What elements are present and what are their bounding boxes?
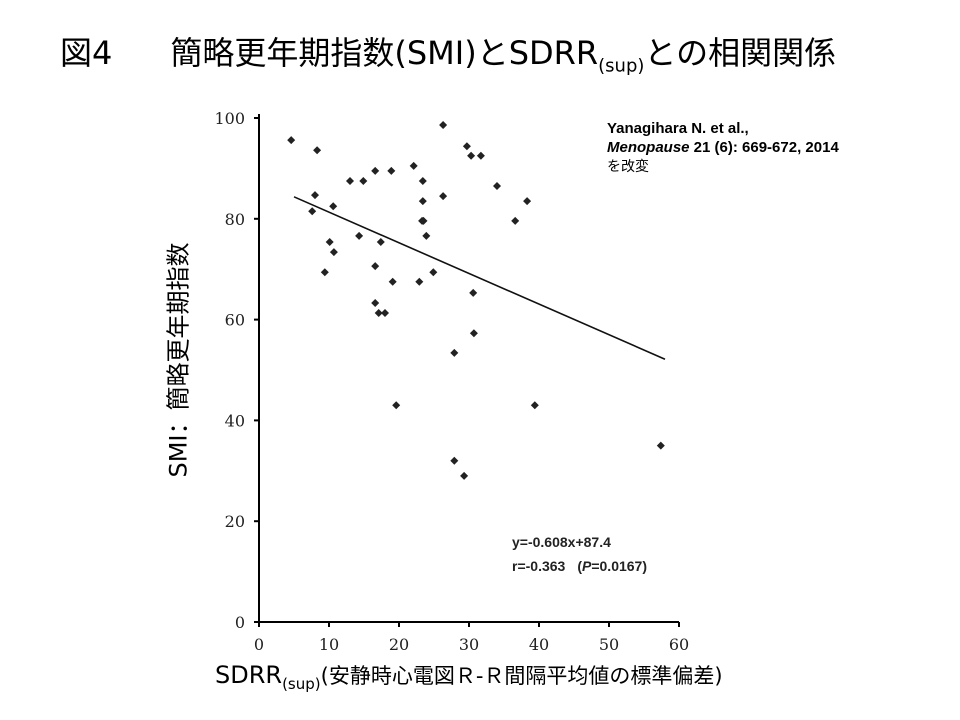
data-point (313, 146, 322, 155)
data-point (656, 441, 665, 450)
data-point (308, 207, 317, 216)
data-point (530, 401, 539, 410)
y-tick-label: 40 (225, 411, 245, 430)
regression-equation: y=-0.608x+87.4 (512, 534, 611, 550)
regression-annotation: y=-0.608x+87.4 r=-0.363 (P=0.0167) (512, 530, 647, 578)
y-tick-label: 20 (225, 512, 245, 531)
data-point (376, 237, 385, 246)
x-tick-label: 50 (599, 635, 619, 654)
data-point (371, 262, 380, 271)
data-point (450, 348, 459, 357)
title-rest: との相関関係 (644, 34, 837, 72)
data-point (493, 182, 501, 191)
data-point (320, 268, 329, 277)
data-point (374, 309, 383, 318)
data-point (371, 298, 380, 307)
data-point (469, 288, 478, 297)
slide-title: 図4 簡略更年期指数(SMI)とSDRR(sup)との相関関係 (60, 28, 836, 76)
data-point (346, 177, 354, 185)
data-point (422, 231, 431, 240)
citation-note: を改変 (607, 158, 649, 174)
data-point (311, 191, 319, 200)
data-point (329, 202, 338, 211)
data-point (388, 277, 397, 286)
data-point (439, 121, 448, 130)
data-point (476, 151, 485, 160)
data-point (409, 161, 418, 170)
data-point (511, 216, 520, 225)
data-point (381, 309, 389, 318)
x-tick-label: 0 (254, 635, 264, 654)
x-axis-label: SDRR(sup)(安静時心電図Ｒ-Ｒ間隔平均値の標準偏差) (215, 661, 723, 693)
data-point (523, 197, 532, 206)
data-point (418, 177, 427, 185)
data-point (460, 471, 469, 480)
data-point (429, 268, 438, 277)
data-point (287, 136, 296, 145)
data-point (325, 237, 334, 246)
x-tick-label: 40 (529, 635, 549, 654)
x-tick-label: 20 (389, 635, 409, 654)
data-point (462, 142, 471, 151)
figure-number: 図4 (60, 34, 113, 72)
data-point (329, 248, 338, 257)
data-point (359, 177, 368, 185)
y-tick-label: 60 (225, 311, 245, 330)
y-tick-label: 80 (225, 210, 245, 229)
p-label: P (582, 558, 592, 574)
y-tick-label: 0 (235, 613, 245, 632)
citation-authors: Yanagihara N. et al., (607, 120, 749, 137)
data-point (371, 166, 380, 175)
data-point (467, 151, 476, 160)
correlation-r: r=-0.363 (512, 558, 566, 574)
data-point (469, 329, 478, 338)
data-point (439, 192, 448, 201)
data-point (450, 456, 459, 465)
citation-journal: Menopause (607, 139, 690, 156)
data-point (415, 277, 424, 286)
title-main: 簡略更年期指数(SMI)とSDRR (170, 34, 599, 72)
p-value: =0.0167 (591, 558, 643, 574)
data-point (387, 166, 396, 175)
x-tick-label: 30 (459, 635, 479, 654)
data-point (392, 401, 401, 410)
trend-line (293, 196, 666, 360)
citation-details: 21 (6): 669-672, 2014 (689, 139, 839, 156)
citation: Yanagihara N. et al., Menopause 21 (6): … (607, 119, 839, 176)
x-tick-label: 10 (319, 635, 339, 654)
y-tick-label: 100 (214, 109, 245, 128)
data-point (355, 231, 364, 240)
x-tick-label: 60 (669, 635, 689, 654)
data-point (419, 216, 428, 225)
data-point (418, 197, 427, 206)
title-subscript: (sup) (598, 55, 645, 77)
y-axis-label: SMI：簡略更年期指数 (164, 242, 193, 478)
